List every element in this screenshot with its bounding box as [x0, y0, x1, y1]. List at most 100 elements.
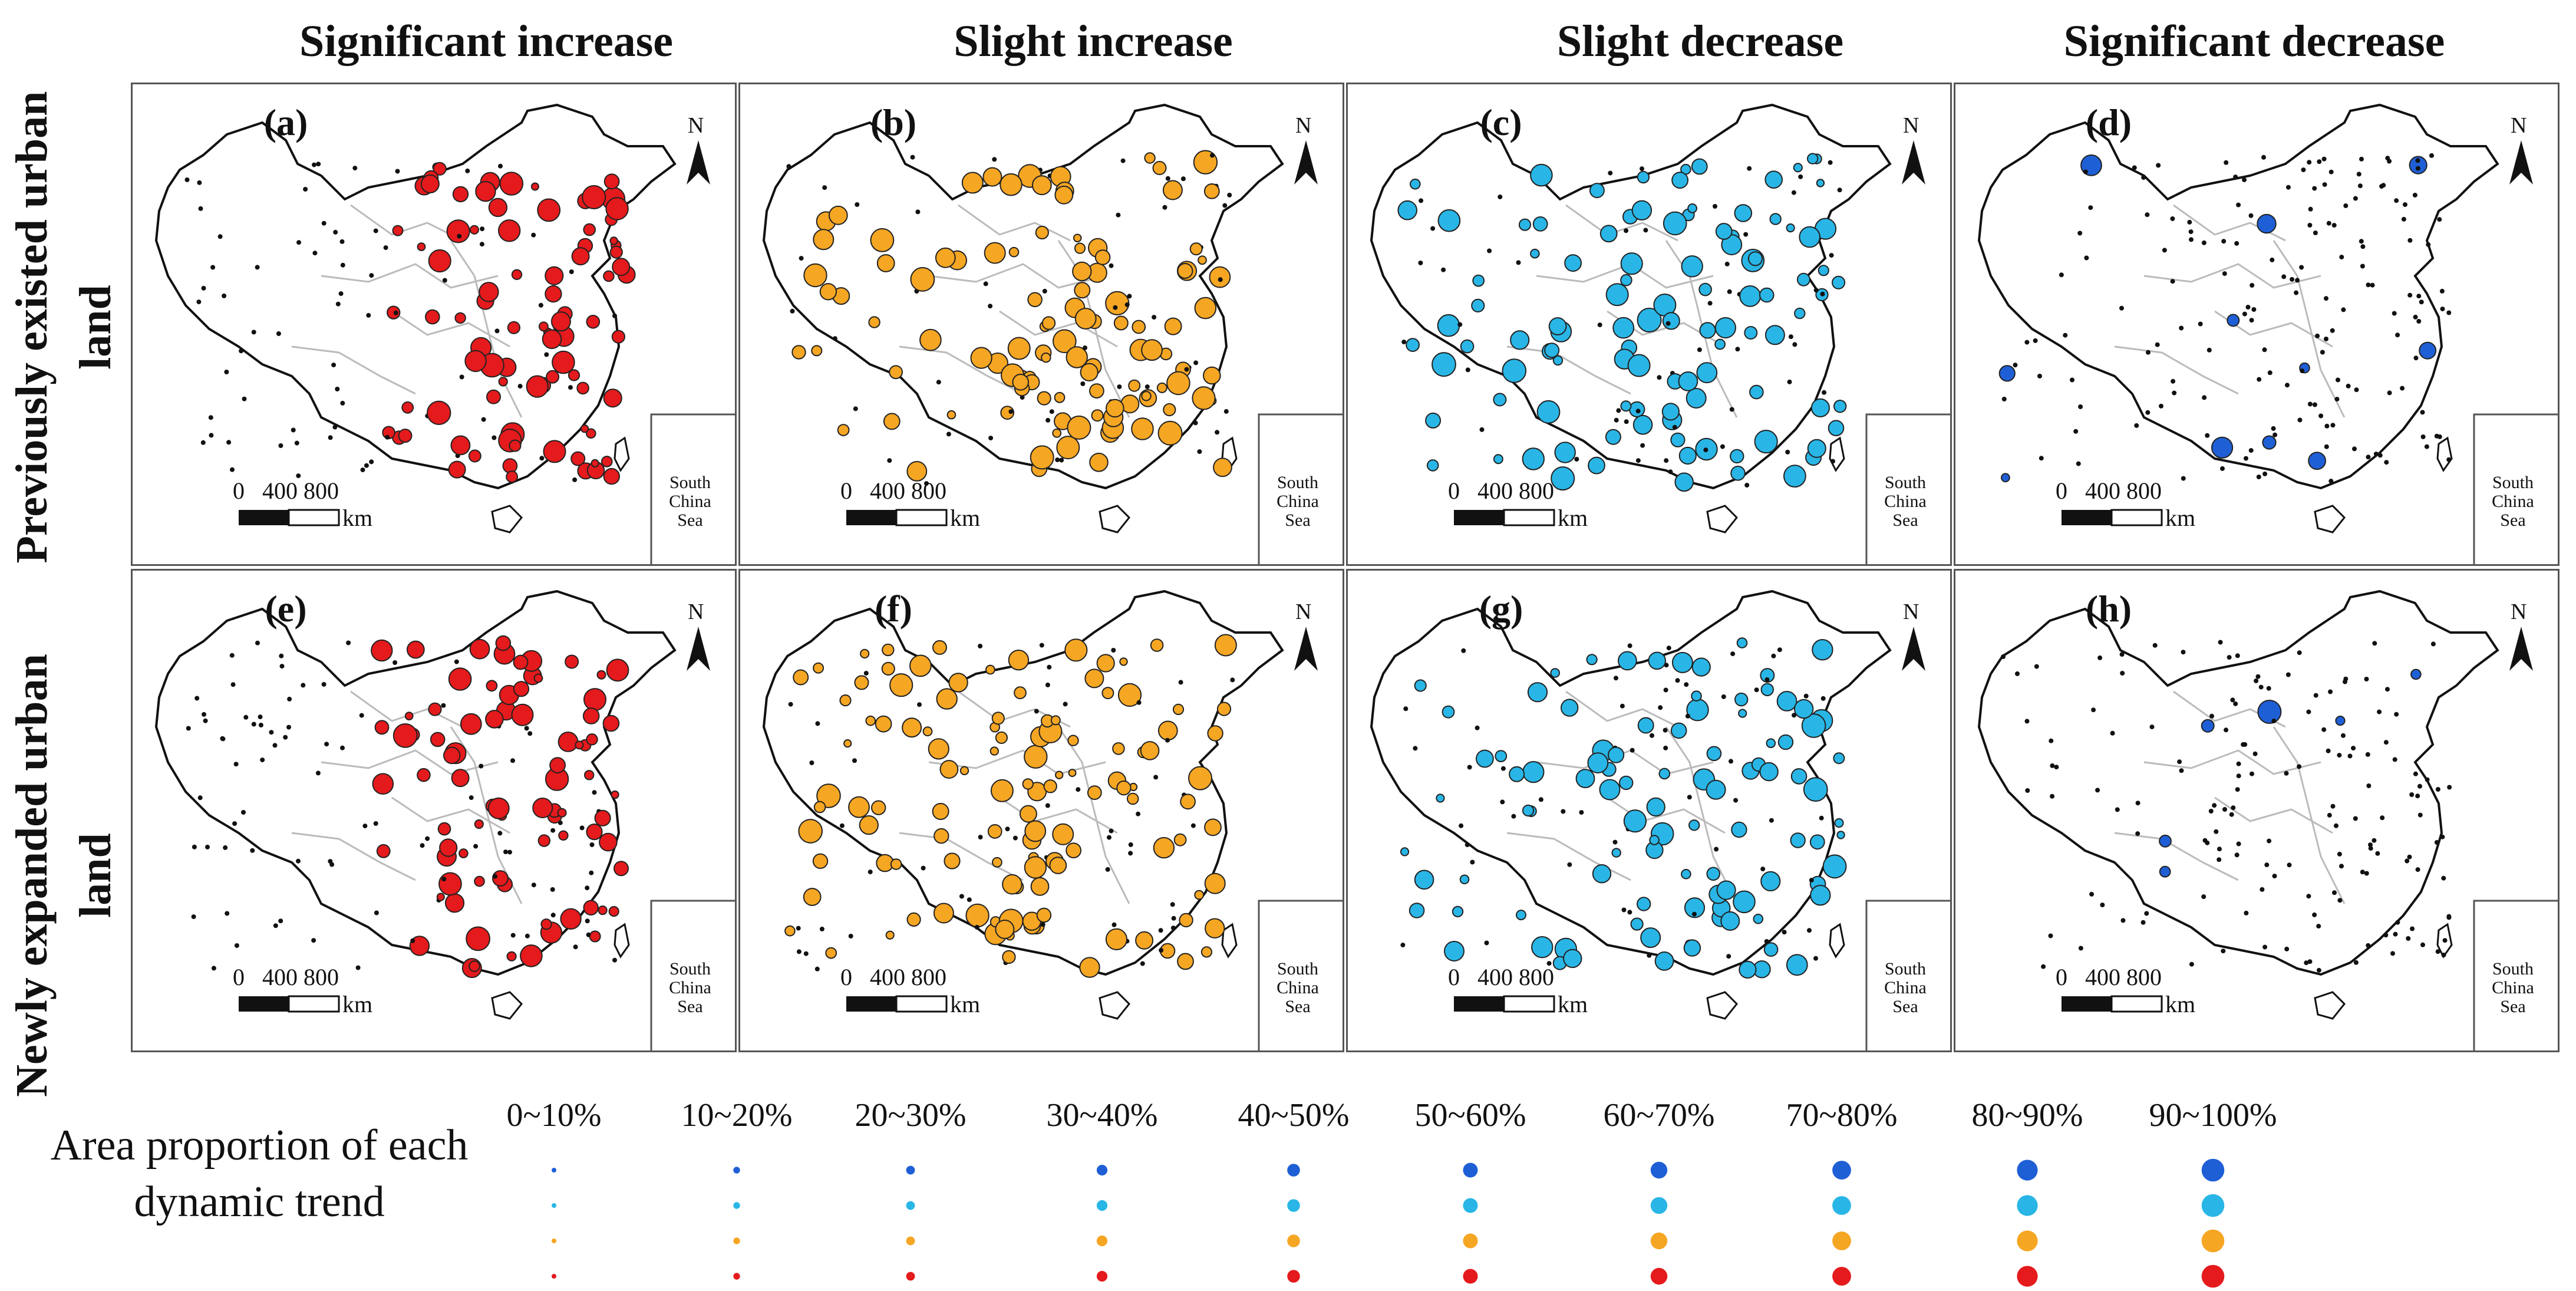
city-symbol	[2307, 401, 2313, 407]
scale-bar-black	[1454, 510, 1504, 525]
city-symbol	[385, 434, 390, 440]
country-outline	[154, 103, 677, 490]
city-symbol	[2341, 307, 2346, 312]
hainan-island	[1706, 991, 1739, 1020]
city-symbol	[469, 960, 480, 972]
city-symbol	[2385, 687, 2390, 692]
panel-label: (a)	[263, 101, 308, 143]
city-symbol	[2152, 643, 2158, 648]
city-symbol	[495, 635, 512, 651]
china-map	[1370, 103, 1950, 564]
city-symbol	[291, 427, 296, 433]
city-symbol	[1640, 927, 1661, 949]
city-symbol	[1834, 818, 1844, 828]
city-symbol	[1141, 339, 1163, 361]
city-symbol	[255, 640, 260, 646]
city-symbol	[2134, 423, 2139, 428]
city-symbol	[985, 664, 995, 675]
city-symbol	[2410, 926, 2415, 931]
city-symbol	[1809, 878, 1814, 883]
city-symbol	[970, 347, 992, 369]
city-symbol	[430, 732, 446, 747]
city-symbol	[1783, 465, 1806, 488]
legend-symbol	[733, 1237, 740, 1244]
city-symbol	[2290, 276, 2295, 282]
city-symbol	[2179, 768, 2184, 773]
city-symbol	[1691, 657, 1711, 677]
city-symbol	[2315, 333, 2320, 338]
city-symbol	[596, 670, 606, 680]
city-symbol	[1575, 769, 1595, 789]
city-symbol	[229, 653, 235, 658]
legend-symbol	[1287, 1164, 1300, 1177]
city-symbol	[1769, 818, 1774, 823]
city-symbol	[1706, 746, 1722, 762]
city-symbol	[210, 265, 216, 270]
city-symbol	[1152, 315, 1157, 320]
city-symbol	[258, 714, 263, 720]
city-symbol	[2233, 174, 2238, 180]
city-symbol	[558, 732, 579, 752]
city-symbol	[1049, 857, 1067, 874]
row-title-newly-expanded: Newly expanded urban land	[7, 654, 120, 1097]
city-symbol	[569, 269, 574, 274]
city-symbol	[1630, 917, 1644, 931]
city-symbol	[425, 309, 440, 325]
city-symbol	[1777, 647, 1782, 653]
city-symbol	[987, 824, 1002, 839]
city-symbol	[2439, 288, 2445, 294]
city-symbol	[1049, 409, 1054, 414]
city-symbol	[2326, 220, 2331, 226]
city-symbol	[1165, 176, 1170, 181]
city-symbol	[1180, 176, 1186, 182]
city-symbol	[1079, 957, 1100, 978]
city-symbol	[474, 819, 484, 829]
city-symbol	[1205, 918, 1225, 938]
south-china-sea-inset	[2473, 900, 2558, 1050]
city-symbol	[906, 912, 921, 927]
city-symbol	[1786, 954, 1808, 976]
city-symbol	[481, 417, 486, 422]
city-symbol	[2330, 803, 2336, 809]
city-symbol	[1599, 779, 1621, 801]
scale-bar-white	[2110, 995, 2163, 1013]
city-symbol	[2326, 748, 2331, 753]
city-symbol	[2218, 640, 2223, 645]
city-symbol	[1153, 836, 1175, 859]
city-symbol	[1714, 338, 1726, 350]
city-symbol	[1074, 282, 1091, 299]
city-symbol	[2141, 175, 2146, 180]
city-symbol	[1072, 261, 1092, 282]
city-symbol	[2076, 461, 2081, 466]
city-symbol	[1692, 911, 1697, 917]
scale-bar-unit: km	[950, 505, 981, 531]
city-symbol	[988, 304, 993, 309]
city-symbol	[1686, 388, 1707, 409]
city-symbol	[2170, 216, 2175, 221]
legend-symbol	[1832, 1231, 1851, 1250]
scale-bar-white	[895, 509, 948, 526]
legend-category-label: 70~80%	[1786, 1097, 1898, 1134]
city-symbol	[448, 460, 466, 479]
city-symbol	[1564, 254, 1582, 272]
city-symbol	[303, 187, 308, 192]
city-symbol	[2257, 377, 2262, 382]
city-symbol	[1663, 727, 1668, 733]
hainan-island	[2314, 505, 2346, 533]
city-symbol	[890, 858, 902, 870]
city-symbol	[2353, 196, 2358, 201]
city-symbol	[316, 162, 321, 167]
city-symbol	[543, 440, 566, 463]
city-symbol	[2041, 964, 2046, 969]
city-symbol	[287, 696, 292, 702]
scale-bar-unit: km	[2165, 505, 2196, 531]
city-symbol	[1031, 175, 1052, 196]
city-symbol	[1608, 746, 1625, 763]
city-symbol	[2351, 746, 2356, 751]
south-china-sea-inset	[1865, 413, 1950, 564]
city-symbol	[1714, 317, 1737, 339]
north-label: N	[2511, 113, 2527, 138]
city-symbol	[1136, 811, 1141, 816]
legend-symbol	[552, 1239, 556, 1243]
city-symbol	[1637, 717, 1654, 734]
